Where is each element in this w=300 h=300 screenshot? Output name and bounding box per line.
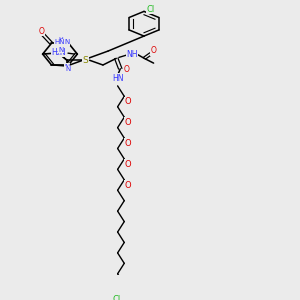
Text: N: N — [65, 64, 70, 70]
Text: N: N — [66, 66, 71, 72]
Text: Cl: Cl — [112, 295, 120, 300]
Text: O: O — [124, 97, 131, 106]
Text: NH: NH — [127, 50, 138, 59]
Text: O: O — [124, 160, 131, 169]
Text: H: H — [58, 37, 63, 42]
Text: O: O — [124, 118, 131, 127]
Text: H₂N: H₂N — [51, 48, 66, 57]
Text: N: N — [58, 47, 64, 53]
Text: HN: HN — [112, 74, 123, 83]
Text: O: O — [124, 181, 131, 190]
Text: HN: HN — [54, 40, 64, 46]
Text: O: O — [124, 139, 131, 148]
Text: O: O — [124, 65, 130, 74]
Text: S: S — [83, 56, 88, 65]
Text: O: O — [151, 46, 157, 55]
Text: N: N — [65, 40, 70, 46]
Text: O: O — [39, 27, 45, 36]
Text: Cl: Cl — [146, 5, 155, 14]
